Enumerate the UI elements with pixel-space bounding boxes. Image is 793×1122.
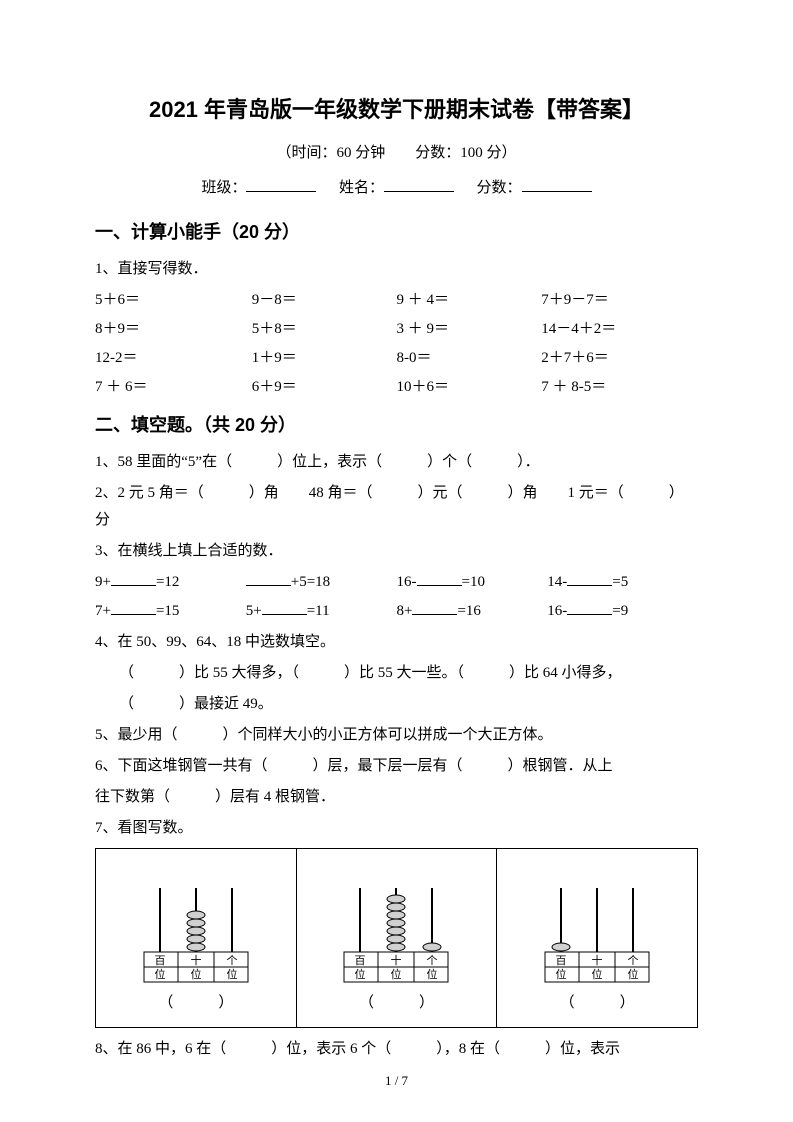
fill-blank	[567, 570, 612, 586]
calc-cell: 5＋6＝	[95, 287, 252, 314]
s2-q5: 5、最少用（ ）个同样大小的小正方体可以拼成一个大正方体。	[95, 722, 698, 749]
svg-text:十: 十	[592, 953, 603, 967]
s2-q2: 2、2 元 5 角＝（ ）角 48 角＝（ ）元（ ）角 1 元＝（ ）分	[95, 480, 698, 534]
s2-q6-line1: 6、下面这堆钢管一共有（ ）层，最下层一层有（ ）根钢管．从上	[95, 753, 698, 780]
svg-text:个: 个	[628, 954, 639, 967]
calc-cell: 6＋9＝	[252, 374, 397, 401]
fill-cell: 16-=9	[547, 598, 698, 625]
calc-cell: 2＋7＋6＝	[541, 345, 698, 372]
name-blank	[384, 176, 454, 192]
calc-row: 5＋6＝ 9－8＝ 9 ＋ 4＝ 7＋9－7＝	[95, 287, 698, 314]
fill-cell: 5+=11	[246, 598, 397, 625]
svg-text:位: 位	[154, 967, 165, 981]
calc-cell: 10＋6＝	[396, 374, 541, 401]
s2-q7-label: 7、看图写数。	[95, 815, 698, 842]
calc-row: 12-2＝ 1＋9＝ 8-0＝ 2＋7＋6＝	[95, 345, 698, 372]
calc-cell: 7 ＋ 6＝	[95, 374, 252, 401]
svg-text:位: 位	[391, 967, 402, 981]
calc-cell: 3 ＋ 9＝	[396, 316, 541, 343]
calc-cell: 8-0＝	[396, 345, 541, 372]
abacus-cell: 百位十位个位 （ ）	[296, 849, 497, 1028]
fill-row: 7+=15 5+=11 8+=16 16-=9	[95, 598, 698, 625]
fill-blank	[246, 570, 291, 586]
svg-text:位: 位	[592, 967, 603, 981]
fill-blank	[567, 599, 612, 615]
s2-q4-label: 4、在 50、99、64、18 中选数填空。	[95, 629, 698, 656]
svg-text:百: 百	[355, 955, 366, 967]
svg-text:十: 十	[391, 953, 402, 967]
s2-q1: 1、58 里面的“5”在（ ）位上，表示（ ）个（ ）．	[95, 449, 698, 476]
answer-paren: （ ）	[297, 984, 497, 1027]
score-label: 分数：	[477, 180, 522, 196]
abacus-icon: 百位十位个位	[527, 884, 667, 984]
s2-q4-line1: （ ）比 55 大得多，（ ）比 55 大一些。（ ）比 64 小得多，	[95, 660, 698, 687]
svg-text:十: 十	[190, 953, 201, 967]
fill-row: 9+=12 +5=18 16-=10 14-=5	[95, 569, 698, 596]
svg-text:位: 位	[226, 967, 237, 981]
abacus-cell: 百位十位个位 （ ）	[497, 849, 698, 1028]
page-number: 1 / 7	[0, 1069, 793, 1092]
calc-cell: 7 ＋ 8-5＝	[541, 374, 698, 401]
exam-page: 2021 年青岛版一年级数学下册期末试卷【带答案】 （时间：60 分钟 分数：1…	[0, 0, 793, 1122]
calc-cell: 8＋9＝	[95, 316, 252, 343]
svg-text:百: 百	[556, 955, 567, 967]
page-title: 2021 年青岛版一年级数学下册期末试卷【带答案】	[95, 90, 698, 130]
class-label: 班级：	[201, 180, 246, 196]
q1-label: 1、直接写得数．	[95, 256, 698, 283]
s2-q4-line2: （ ）最接近 49。	[95, 691, 698, 718]
svg-text:位: 位	[556, 967, 567, 981]
fill-blank	[412, 599, 457, 615]
svg-text:个: 个	[226, 954, 237, 967]
calc-cell: 7＋9－7＝	[541, 287, 698, 314]
answer-paren: （ ）	[96, 984, 296, 1027]
abacus-icon: 百位十位个位	[126, 884, 266, 984]
section1-heading: 一、计算小能手（20 分）	[95, 216, 698, 248]
answer-paren: （ ）	[497, 984, 697, 1027]
fill-blank	[417, 570, 462, 586]
svg-text:位: 位	[355, 967, 366, 981]
calc-cell: 1＋9＝	[252, 345, 397, 372]
fill-blank	[111, 599, 156, 615]
s2-q8: 8、在 86 中，6 在（ ）位，表示 6 个（ ），8 在（ ）位，表示	[95, 1036, 698, 1063]
svg-text:百: 百	[154, 955, 165, 967]
calc-cell: 9－8＝	[252, 287, 397, 314]
s2-q3-label: 3、在横线上填上合适的数．	[95, 538, 698, 565]
svg-text:个: 个	[427, 954, 438, 967]
calc-cell: 12-2＝	[95, 345, 252, 372]
section2-heading: 二、填空题。（共 20 分）	[95, 409, 698, 441]
score-blank	[522, 176, 592, 192]
calc-cell: 5＋8＝	[252, 316, 397, 343]
name-label: 姓名：	[339, 180, 384, 196]
fill-cell: 7+=15	[95, 598, 246, 625]
fill-blank	[262, 599, 307, 615]
calc-cell: 14－4＋2＝	[541, 316, 698, 343]
fill-cell: 16-=10	[397, 569, 548, 596]
abacus-table: 百位十位个位 （ ） 百位十位个位 （ ） 百位十位个位 （ ）	[95, 848, 698, 1028]
fill-cell: 8+=16	[397, 598, 548, 625]
abacus-icon: 百位十位个位	[326, 884, 466, 984]
fill-cell: 14-=5	[547, 569, 698, 596]
svg-text:位: 位	[628, 967, 639, 981]
info-line: 班级： 姓名： 分数：	[95, 175, 698, 202]
calc-row: 7 ＋ 6＝ 6＋9＝ 10＋6＝ 7 ＋ 8-5＝	[95, 374, 698, 401]
fill-cell: +5=18	[246, 569, 397, 596]
calc-row: 8＋9＝ 5＋8＝ 3 ＋ 9＝ 14－4＋2＝	[95, 316, 698, 343]
fill-cell: 9+=12	[95, 569, 246, 596]
fill-blank	[111, 570, 156, 586]
svg-text:位: 位	[190, 967, 201, 981]
page-subtitle: （时间：60 分钟 分数：100 分）	[95, 140, 698, 167]
calc-cell: 9 ＋ 4＝	[396, 287, 541, 314]
abacus-cell: 百位十位个位 （ ）	[96, 849, 297, 1028]
s2-q6-line2: 往下数第（ ）层有 4 根钢管．	[95, 784, 698, 811]
svg-text:位: 位	[427, 967, 438, 981]
class-blank	[246, 176, 316, 192]
